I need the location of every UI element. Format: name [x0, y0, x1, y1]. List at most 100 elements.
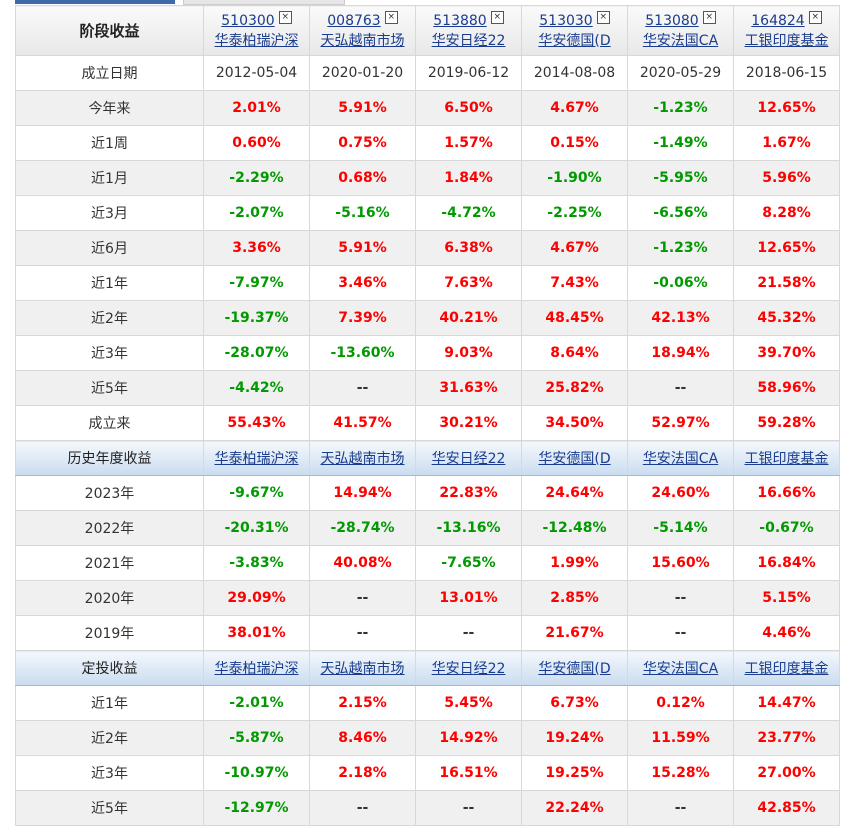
return-value: 58.96% [733, 370, 840, 406]
return-value: 55.43% [203, 405, 310, 441]
return-value: 23.77% [733, 720, 840, 756]
header-row: 阶段收益 510300 × 华泰柏瑞沪深 008763 × 天弘越南市场 513880 × 华安… [15, 5, 840, 56]
fund-header: 513080 × 华安法国CA [627, 5, 734, 56]
row-label: 近1月 [15, 160, 204, 196]
row-label: 2023年 [15, 475, 204, 511]
return-value: 15.28% [627, 755, 734, 791]
fund-name-link[interactable]: 华安日经22 [431, 451, 506, 467]
fund-name-link[interactable]: 华泰柏瑞沪深 [214, 451, 299, 467]
return-value: 12.65% [733, 90, 840, 126]
fund-header: 华泰柏瑞沪深 [203, 650, 310, 686]
return-value: 16.66% [733, 475, 840, 511]
fund-code-link[interactable]: 510300 [221, 12, 275, 29]
return-value: 0.12% [627, 685, 734, 721]
return-value: 3.46% [309, 265, 416, 301]
row-label: 2020年 [15, 580, 204, 616]
table-row: 2022年 -20.31% -28.74% -13.16% -12.48% -5.14% -… [15, 510, 840, 546]
return-value: -1.90% [521, 160, 628, 196]
return-value: 4.46% [733, 615, 840, 651]
fund-name-link[interactable]: 天弘越南市场 [320, 451, 405, 467]
fund-name-link[interactable]: 工银印度基金 [744, 661, 829, 677]
fund-code-link[interactable]: 008763 [327, 12, 381, 29]
row-label: 近1周 [15, 125, 204, 161]
fund-name-link[interactable]: 华泰柏瑞沪深 [214, 32, 299, 49]
return-value: -13.60% [309, 335, 416, 371]
return-value: -12.97% [203, 790, 310, 826]
section-title: 定投收益 [15, 650, 204, 686]
fund-header: 513880 × 华安日经22 [415, 5, 522, 56]
fund-name-link[interactable]: 华安德国(D [538, 32, 611, 49]
fund-name-link[interactable]: 华安德国(D [538, 661, 611, 677]
table-row: 近3年 -10.97% 2.18% 16.51% 19.25% 15.28% 27.00% [15, 755, 840, 791]
return-value: 6.38% [415, 230, 522, 266]
return-value: 52.97% [627, 405, 734, 441]
return-value: 21.67% [521, 615, 628, 651]
return-value: 12.65% [733, 230, 840, 266]
fund-header: 164824 × 工银印度基金 [733, 5, 840, 56]
return-value: -- [415, 615, 522, 651]
remove-fund-icon[interactable]: × [596, 10, 610, 24]
return-value: 48.45% [521, 300, 628, 336]
tab-inactive[interactable] [183, 0, 345, 5]
fund-comparison-table: 阶段收益 510300 × 华泰柏瑞沪深 008763 × 天弘越南市场 513880 × 华安… [15, 5, 840, 826]
return-value: 40.21% [415, 300, 522, 336]
fund-name-link[interactable]: 工银印度基金 [744, 451, 829, 467]
return-value: -7.65% [415, 545, 522, 581]
return-value: -- [309, 580, 416, 616]
return-value: 19.25% [521, 755, 628, 791]
tab-bar [15, 0, 855, 5]
remove-fund-icon[interactable]: × [808, 10, 822, 24]
return-value: 42.13% [627, 300, 734, 336]
tab-active[interactable] [15, 0, 175, 4]
table-row: 2021年 -3.83% 40.08% -7.65% 1.99% 15.60% 16.84% [15, 545, 840, 581]
table-row: 近1周 0.60% 0.75% 1.57% 0.15% -1.49% 1.67% [15, 125, 840, 161]
return-value: 21.58% [733, 265, 840, 301]
return-value: -- [309, 790, 416, 826]
return-value: 19.24% [521, 720, 628, 756]
fund-header: 华安法国CA [627, 440, 734, 476]
fund-code-link[interactable]: 164824 [751, 12, 805, 29]
fund-name-link[interactable]: 华安德国(D [538, 451, 611, 467]
return-value: 0.60% [203, 125, 310, 161]
fund-name-link[interactable]: 华安日经22 [431, 661, 506, 677]
section-header-row: 历史年度收益 华泰柏瑞沪深 天弘越南市场 华安日经22 华安德国(D 华安法国CA 工银印度… [15, 440, 840, 476]
return-value: -28.07% [203, 335, 310, 371]
row-label: 成立日期 [15, 55, 204, 91]
fund-header: 华安德国(D [521, 650, 628, 686]
remove-fund-icon[interactable]: × [384, 10, 398, 24]
return-value: 27.00% [733, 755, 840, 791]
fund-name-link[interactable]: 工银印度基金 [744, 32, 829, 49]
remove-fund-icon[interactable]: × [278, 10, 292, 24]
remove-fund-icon[interactable]: × [702, 10, 716, 24]
fund-name-link[interactable]: 华安法国CA [642, 32, 719, 49]
return-value: 14.92% [415, 720, 522, 756]
return-value: -0.06% [627, 265, 734, 301]
return-value: -6.56% [627, 195, 734, 231]
fund-header: 工银印度基金 [733, 650, 840, 686]
return-value: -5.95% [627, 160, 734, 196]
fund-code-link[interactable]: 513030 [539, 12, 593, 29]
return-value: -4.72% [415, 195, 522, 231]
fund-name-link[interactable]: 天弘越南市场 [320, 32, 405, 49]
fund-name-link[interactable]: 华安日经22 [431, 32, 506, 49]
fund-name-link[interactable]: 华泰柏瑞沪深 [214, 661, 299, 677]
fund-code-link[interactable]: 513880 [433, 12, 487, 29]
fund-header: 华安德国(D [521, 440, 628, 476]
fund-name-link[interactable]: 天弘越南市场 [320, 661, 405, 677]
return-value: 0.75% [309, 125, 416, 161]
return-value: 16.84% [733, 545, 840, 581]
table-row: 近6月 3.36% 5.91% 6.38% 4.67% -1.23% 12.65% [15, 230, 840, 266]
fund-header: 510300 × 华泰柏瑞沪深 [203, 5, 310, 56]
table-row: 近3月 -2.07% -5.16% -4.72% -2.25% -6.56% 8.28% [15, 195, 840, 231]
return-value: 40.08% [309, 545, 416, 581]
return-value: -12.48% [521, 510, 628, 546]
fund-name-link[interactable]: 华安法国CA [642, 661, 719, 677]
fund-code-link[interactable]: 513080 [645, 12, 699, 29]
return-value: -28.74% [309, 510, 416, 546]
return-value: 0.15% [521, 125, 628, 161]
remove-fund-icon[interactable]: × [490, 10, 504, 24]
return-value: 1.99% [521, 545, 628, 581]
return-value: 2.15% [309, 685, 416, 721]
return-value: 2.85% [521, 580, 628, 616]
fund-name-link[interactable]: 华安法国CA [642, 451, 719, 467]
